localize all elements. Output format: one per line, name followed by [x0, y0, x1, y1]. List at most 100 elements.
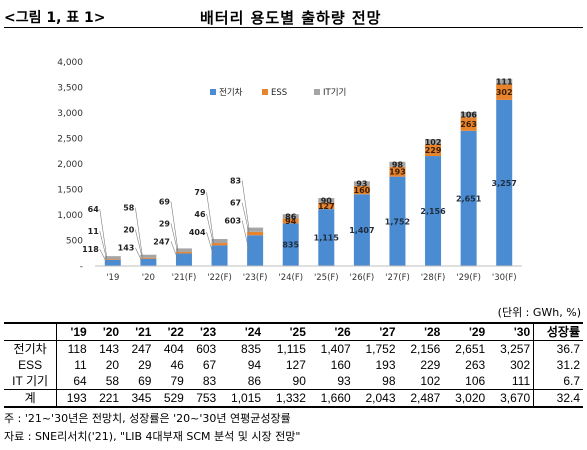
- table-cell: 69: [138, 374, 152, 388]
- table-header-cell: '22: [154, 322, 187, 341]
- table-cell: 94: [247, 358, 262, 372]
- leader-line: [206, 231, 214, 256]
- table-header-cell: '24: [219, 322, 265, 341]
- bar-ess: [211, 243, 228, 246]
- table-row-label: ESS: [4, 357, 58, 373]
- bar-it: [282, 214, 299, 219]
- bar-it: [318, 198, 335, 203]
- bar-it: [175, 248, 192, 252]
- bar-ev: [425, 156, 442, 266]
- data-label-it: 83: [230, 177, 241, 186]
- table-cell: 193: [375, 358, 396, 372]
- table-corner: [4, 322, 58, 341]
- data-label-ess: 11: [88, 227, 100, 236]
- data-label-ev: 1,115: [314, 234, 340, 243]
- bar-ev: [318, 209, 335, 266]
- table-cell: 221: [89, 389, 123, 408]
- bar-ess: [247, 231, 264, 236]
- unit-note: (단위 : GWh, %): [497, 306, 581, 319]
- table-header-cell: '29: [443, 322, 489, 341]
- data-label-ess: 29: [159, 219, 171, 228]
- legend-label-ev: 전기차: [219, 87, 243, 98]
- leader-line: [99, 209, 108, 258]
- data-label-ess: 302: [496, 88, 513, 97]
- data-label-it: 111: [496, 78, 513, 87]
- data-label-it: 102: [425, 138, 442, 147]
- table-header-cell: '30: [488, 322, 534, 341]
- bar-ess: [175, 251, 192, 254]
- table-row-label: IT 기기: [4, 373, 58, 390]
- legend-swatch-ess: [262, 89, 268, 95]
- table-cell: 106: [465, 374, 486, 388]
- table-row-label: 전기차: [4, 340, 58, 357]
- y-tick-label: 2,500: [57, 135, 83, 145]
- table-cell: 31.2: [533, 357, 583, 373]
- leader-line: [99, 249, 108, 264]
- table-cell: 302: [510, 358, 531, 372]
- footnote-source: 자료 : SNE리서치('21), "LIB 4대부재 SCM 분석 및 시장 …: [4, 430, 301, 443]
- table-cell: 835: [241, 342, 262, 356]
- table-cell: 3,257: [500, 342, 531, 356]
- table-cell: 3,020: [443, 389, 489, 408]
- data-label-ev: 404: [189, 228, 206, 237]
- bar-ev: [353, 194, 370, 266]
- table-header-cell: 성장률: [533, 322, 583, 341]
- table-cell: 2,487: [398, 389, 444, 408]
- table-cell: 529: [154, 389, 187, 408]
- x-tick-label: '21(F): [172, 273, 197, 283]
- data-label-ess: 263: [460, 120, 477, 129]
- x-tick-label: '24(F): [278, 273, 303, 283]
- data-label-it: 64: [88, 205, 100, 214]
- table-header-cell: '27: [353, 322, 399, 341]
- table-header-row: '19'20'21'22'23'24'25'26'27'28'29'30 성장률: [4, 322, 583, 341]
- table-cell: 20: [105, 358, 120, 372]
- table-cell: 1,752: [365, 342, 396, 356]
- data-label-it: 93: [356, 180, 367, 189]
- data-label-ev: 835: [282, 241, 299, 250]
- figure-title: 배터리 용도별 출하량 전망: [200, 9, 382, 27]
- leader-line: [241, 180, 250, 230]
- table-row: IT 기기 64 58 69 79 83 86 90 93 98 102 106 111 6.7: [4, 373, 583, 390]
- bar-it: [389, 161, 406, 167]
- table-cell: 6.7: [533, 373, 583, 390]
- table-cell: 98: [382, 374, 396, 388]
- bar-it: [460, 111, 477, 118]
- bar-ess: [460, 117, 477, 131]
- table-row-label: 계: [4, 389, 58, 408]
- table-cell: 58: [105, 374, 120, 388]
- table-cell: 2,156: [410, 342, 441, 356]
- x-axis: '19 '20 '21(F) '22(F) '23(F) '24(F) '25(F) '26(…: [95, 265, 522, 283]
- table-header-cell: '21: [122, 322, 155, 341]
- table-cell: 11: [74, 358, 87, 372]
- table-cell: 93: [337, 374, 351, 388]
- bar-it: [425, 139, 442, 145]
- bar-it: [353, 181, 370, 187]
- leader-line: [206, 191, 214, 242]
- data-label-it: 98: [392, 160, 404, 169]
- data-label-it: 79: [194, 188, 206, 197]
- y-tick-label: 3,500: [57, 84, 83, 94]
- table-cell: 102: [420, 374, 441, 388]
- bar-it: [496, 78, 513, 85]
- leader-line: [170, 241, 179, 260]
- table-cell: 127: [285, 358, 306, 372]
- table-cell: 753: [186, 389, 220, 408]
- table-cell: 2,651: [455, 342, 486, 356]
- data-label-ess: 46: [194, 210, 206, 219]
- bar-ev: [247, 235, 264, 266]
- x-tick-label: '25(F): [314, 273, 339, 283]
- figure-header: <그림 1, 표 1> 배터리 용도별 출하량 전망: [0, 0, 587, 34]
- data-label-ess: 94: [285, 217, 297, 226]
- table-header-cell: '23: [186, 322, 220, 341]
- y-tick-label: 500: [66, 237, 83, 247]
- data-label-ev: 118: [82, 245, 99, 254]
- data-label-it: 90: [321, 196, 333, 205]
- table-cell: 32.4: [533, 389, 583, 408]
- y-tick-label: 2,000: [57, 160, 83, 170]
- legend-label-it: IT기기: [323, 88, 346, 98]
- table-header-cell: '28: [398, 322, 444, 341]
- bar-ev: [211, 245, 228, 266]
- bar-ess: [425, 144, 442, 157]
- leader-line: [241, 202, 250, 234]
- leader-line: [99, 231, 108, 260]
